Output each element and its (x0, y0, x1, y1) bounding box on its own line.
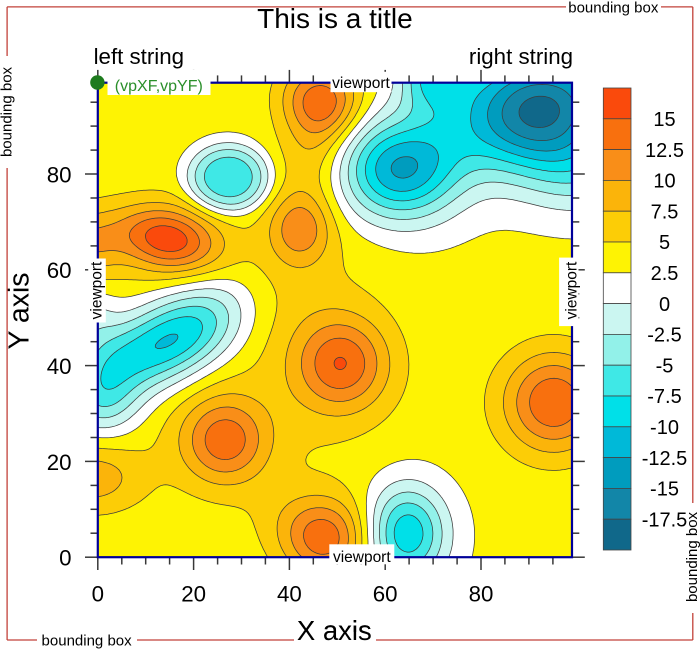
svg-text:12.5: 12.5 (645, 140, 684, 162)
svg-text:40: 40 (47, 354, 72, 379)
svg-text:viewport: viewport (89, 261, 106, 319)
svg-text:5: 5 (659, 232, 670, 254)
svg-text:20: 20 (181, 582, 206, 607)
svg-text:-17.5: -17.5 (642, 509, 688, 531)
svg-text:bounding box: bounding box (684, 511, 700, 602)
svg-text:-10: -10 (650, 417, 679, 439)
svg-text:viewport: viewport (332, 75, 390, 92)
svg-text:-5: -5 (656, 355, 674, 377)
svg-text:2.5: 2.5 (651, 263, 679, 285)
svg-text:This is a title: This is a title (257, 3, 413, 34)
svg-text:(vpXF,vpYF): (vpXF,vpYF) (115, 78, 203, 95)
svg-text:80: 80 (469, 582, 494, 607)
svg-text:0: 0 (59, 546, 71, 571)
svg-text:0: 0 (659, 294, 670, 316)
svg-text:15: 15 (653, 109, 675, 131)
svg-text:left string: left string (94, 44, 184, 69)
svg-text:-12.5: -12.5 (642, 448, 688, 470)
svg-text:0: 0 (92, 582, 104, 607)
svg-text:bounding box: bounding box (568, 0, 659, 16)
svg-text:viewport: viewport (333, 549, 391, 566)
svg-text:20: 20 (47, 450, 72, 475)
svg-text:40: 40 (277, 582, 302, 607)
svg-text:viewport: viewport (563, 261, 580, 319)
svg-text:-2.5: -2.5 (647, 325, 681, 347)
svg-text:bounding box: bounding box (0, 66, 15, 157)
svg-text:80: 80 (47, 162, 72, 187)
svg-text:7.5: 7.5 (651, 201, 679, 223)
svg-text:10: 10 (653, 171, 675, 193)
svg-text:-7.5: -7.5 (647, 386, 681, 408)
svg-text:X axis: X axis (297, 615, 372, 646)
svg-text:60: 60 (373, 582, 398, 607)
svg-text:bounding box: bounding box (42, 632, 133, 649)
svg-text:right string: right string (469, 44, 573, 69)
svg-text:-15: -15 (650, 479, 679, 501)
svg-text:60: 60 (47, 258, 72, 283)
svg-text:Y axis: Y axis (4, 272, 36, 349)
